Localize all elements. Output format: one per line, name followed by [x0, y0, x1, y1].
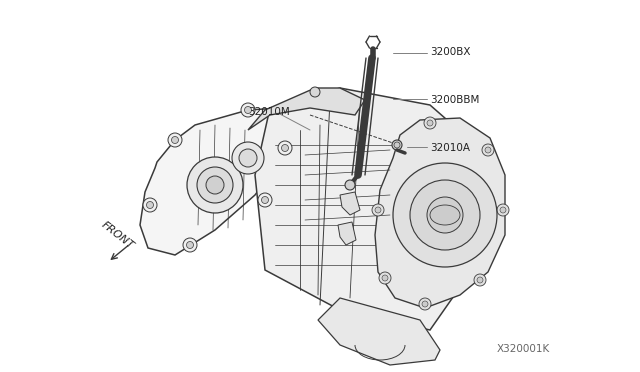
Circle shape [345, 180, 355, 190]
Circle shape [485, 147, 491, 153]
Circle shape [427, 120, 433, 126]
Circle shape [282, 144, 289, 151]
Circle shape [206, 176, 224, 194]
Circle shape [427, 197, 463, 233]
Circle shape [186, 241, 193, 248]
Circle shape [197, 167, 233, 203]
Circle shape [497, 204, 509, 216]
Circle shape [258, 193, 272, 207]
Circle shape [424, 117, 436, 129]
Circle shape [244, 106, 252, 113]
Polygon shape [255, 88, 475, 330]
Polygon shape [375, 118, 505, 308]
Circle shape [372, 204, 384, 216]
Circle shape [172, 137, 179, 144]
Polygon shape [318, 298, 440, 365]
Circle shape [382, 275, 388, 281]
Text: 3200BBM: 3200BBM [430, 95, 479, 105]
Circle shape [143, 198, 157, 212]
Circle shape [393, 163, 497, 267]
Circle shape [379, 272, 391, 284]
Circle shape [241, 103, 255, 117]
Ellipse shape [430, 205, 460, 225]
Circle shape [422, 301, 428, 307]
Circle shape [232, 142, 264, 174]
Circle shape [262, 196, 269, 203]
Polygon shape [340, 192, 360, 215]
Circle shape [278, 141, 292, 155]
Circle shape [392, 140, 402, 150]
Text: FRONT: FRONT [100, 219, 136, 251]
Text: 32010A: 32010A [430, 143, 470, 153]
Circle shape [482, 144, 494, 156]
Circle shape [474, 274, 486, 286]
Text: 32010M: 32010M [248, 107, 290, 117]
Circle shape [500, 207, 506, 213]
Circle shape [168, 133, 182, 147]
Circle shape [310, 87, 320, 97]
Circle shape [477, 277, 483, 283]
Polygon shape [338, 222, 356, 245]
Circle shape [183, 238, 197, 252]
Text: X320001K: X320001K [497, 344, 550, 354]
Polygon shape [140, 108, 295, 255]
Circle shape [394, 142, 400, 148]
Text: 3200BX: 3200BX [430, 47, 470, 57]
Circle shape [419, 298, 431, 310]
Circle shape [375, 207, 381, 213]
Circle shape [410, 180, 480, 250]
Circle shape [147, 202, 154, 208]
Polygon shape [248, 88, 365, 130]
Circle shape [187, 157, 243, 213]
Circle shape [239, 149, 257, 167]
